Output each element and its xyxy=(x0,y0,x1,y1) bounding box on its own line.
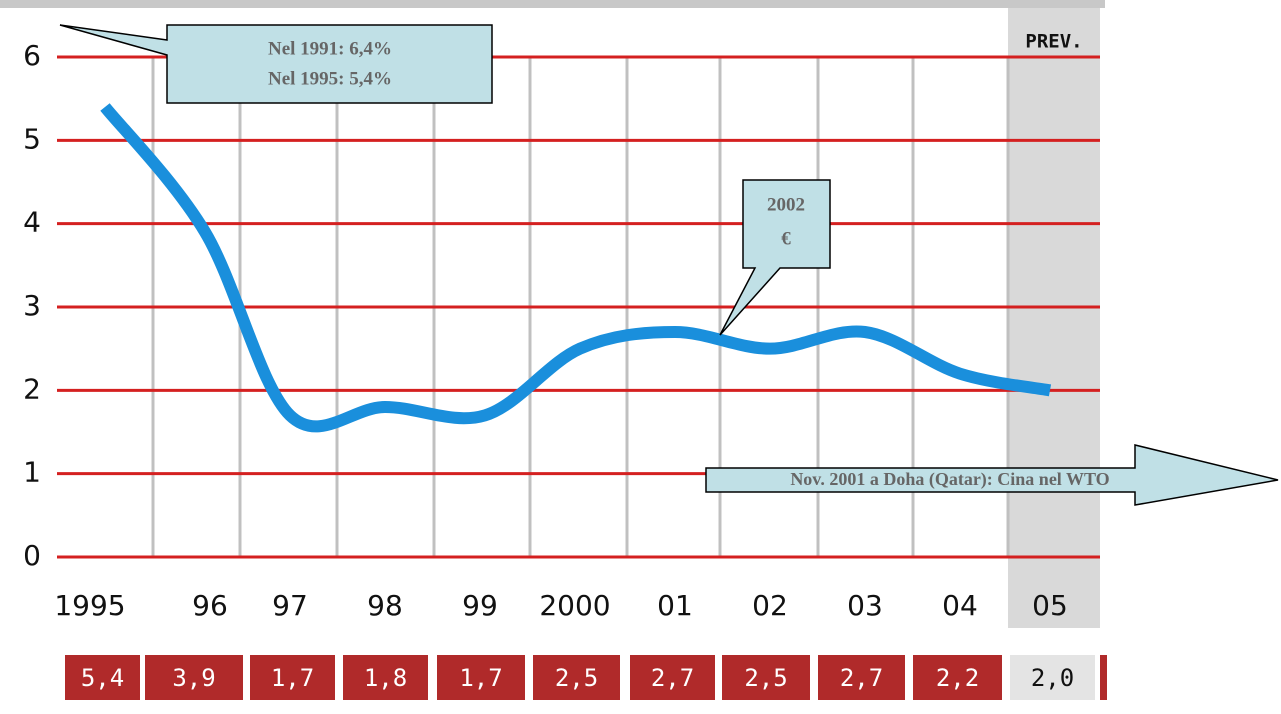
y-tick-label: 5 xyxy=(23,122,41,155)
value-label: 1,7 xyxy=(271,664,314,692)
x-tick-label: 97 xyxy=(272,589,308,622)
line xyxy=(100,103,1052,433)
x-tick-label: 04 xyxy=(942,589,978,622)
value-label: 2,5 xyxy=(555,664,598,692)
value-label: 1,7 xyxy=(459,664,502,692)
x-tick-label: 98 xyxy=(367,589,403,622)
forecast-band xyxy=(1008,8,1100,628)
annotation: Nel 1991: 6,4% xyxy=(268,38,392,59)
value-label: 5,4 xyxy=(81,664,124,692)
arrow-callout xyxy=(705,444,1279,506)
x-tick-label: 2000 xyxy=(539,589,610,622)
value-box xyxy=(630,655,715,700)
value-label: 1,8 xyxy=(364,664,407,692)
x-tick-label: 03 xyxy=(847,589,883,622)
top-bar xyxy=(0,0,1105,8)
annotation: Nov. 2001 a Doha (Qatar): Cina nel WTO xyxy=(790,469,1109,490)
value-box xyxy=(722,655,810,700)
y-tick-label: 2 xyxy=(23,372,41,405)
value-label: 2,5 xyxy=(744,664,787,692)
y-tick-label: 6 xyxy=(23,39,41,72)
value-box xyxy=(913,655,1002,700)
value-box xyxy=(437,655,525,700)
callout xyxy=(719,179,831,336)
value-box xyxy=(250,655,335,700)
value-box xyxy=(818,655,905,700)
annotation: € xyxy=(781,228,791,249)
value-box xyxy=(145,655,243,700)
x-tick-label: 99 xyxy=(462,589,498,622)
x-tick-label: 01 xyxy=(657,589,693,622)
annotation: Nel 1995: 5,4% xyxy=(268,68,392,89)
x-tick-label: 05 xyxy=(1032,589,1068,622)
x-tick-label: 96 xyxy=(192,589,228,622)
value-box xyxy=(343,655,428,700)
value-label: 3,9 xyxy=(172,664,215,692)
value-box xyxy=(1010,655,1095,700)
value-box xyxy=(533,655,620,700)
callout xyxy=(59,24,493,104)
y-tick-label: 1 xyxy=(23,456,41,489)
annotation: 2002 xyxy=(767,194,805,215)
value-label: 2,0 xyxy=(1031,664,1074,692)
x-tick-label: 02 xyxy=(752,589,788,622)
value-label: 2,2 xyxy=(936,664,979,692)
x-tick-label: 1995 xyxy=(54,589,125,622)
y-tick-label: 3 xyxy=(23,289,41,322)
y-tick-label: 4 xyxy=(23,206,41,239)
value-box-edge xyxy=(1100,655,1107,700)
value-label: 2,7 xyxy=(651,664,694,692)
forecast-label: PREV. xyxy=(1025,31,1082,53)
value-label: 2,7 xyxy=(840,664,883,692)
value-box xyxy=(65,655,140,700)
y-tick-label: 0 xyxy=(23,539,41,572)
